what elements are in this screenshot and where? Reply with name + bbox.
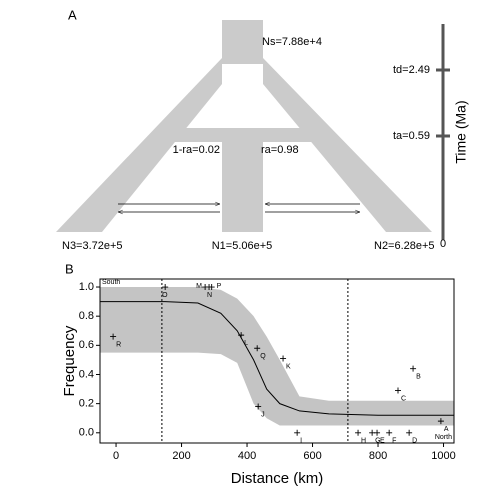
point-label: E xyxy=(380,438,385,445)
point xyxy=(437,418,444,425)
label: N1=5.06e+5 xyxy=(212,240,273,252)
point-label: J xyxy=(261,411,265,418)
x-tick-label: 1000 xyxy=(431,450,455,462)
label: ta=0.59 xyxy=(393,130,430,142)
label: ra=0.98 xyxy=(261,144,299,156)
point xyxy=(208,284,215,291)
y-tick-label: 0.8 xyxy=(79,310,94,322)
point xyxy=(374,429,381,436)
point xyxy=(162,284,169,291)
point-label: F xyxy=(392,438,396,445)
panel-label: A xyxy=(68,7,77,22)
y-tick-label: 1.0 xyxy=(79,281,94,293)
left-branch xyxy=(56,58,222,232)
middle-branch xyxy=(222,128,263,232)
time-axis xyxy=(436,24,450,240)
point-label: H xyxy=(361,438,366,445)
point xyxy=(255,403,262,410)
point xyxy=(254,345,261,352)
plot-frame xyxy=(99,278,455,444)
point-label: O xyxy=(162,292,168,299)
annotation: South xyxy=(102,279,120,286)
point-label: L xyxy=(244,340,248,347)
confidence-band xyxy=(100,287,454,426)
y-tick-label: 0.0 xyxy=(79,427,94,439)
point-label: C xyxy=(401,395,406,402)
point-label: P xyxy=(217,283,222,290)
point-label: D xyxy=(412,438,417,445)
x-tick-label: 600 xyxy=(303,450,321,462)
label: td=2.49 xyxy=(393,64,430,76)
migration-arrows xyxy=(118,204,360,212)
right-branch xyxy=(263,58,432,232)
label: 0 xyxy=(440,238,446,250)
annotation: North xyxy=(435,434,452,441)
point-label: M xyxy=(196,283,202,290)
x-tick-label: 0 xyxy=(113,450,119,462)
point-label: R xyxy=(116,341,121,348)
x-tick-label: 400 xyxy=(238,450,256,462)
point xyxy=(238,332,245,339)
ancestral-branch xyxy=(222,20,263,64)
point xyxy=(355,429,362,436)
y-tick-label: 0.6 xyxy=(79,339,94,351)
label: Ns=7.88e+4 xyxy=(262,36,322,48)
point xyxy=(280,355,287,362)
point-label: A xyxy=(444,426,449,433)
label: N2=6.28e+5 xyxy=(374,240,435,252)
plot: 0 200 400 600 800 1000 0.0 0.2 0.4 0.6 0.8 1.0 Dista… xyxy=(61,278,456,487)
axis-label: Time (Ma) xyxy=(453,100,469,163)
diagram xyxy=(56,20,432,232)
point xyxy=(110,333,117,340)
point-label: Q xyxy=(260,353,266,360)
x-tick-label: 800 xyxy=(369,450,387,462)
point-label: K xyxy=(286,363,291,370)
label: N3=3.72e+5 xyxy=(62,240,123,252)
label: 1-ra=0.02 xyxy=(173,144,220,156)
point-label: G xyxy=(375,438,380,445)
y-tick-label: 0.2 xyxy=(79,398,94,410)
x-tick-label: 200 xyxy=(172,450,190,462)
point-label: B xyxy=(416,373,421,380)
cline-curve xyxy=(100,301,454,416)
point-label: N xyxy=(207,292,212,299)
y-axis-label: Frequency xyxy=(61,325,78,396)
point xyxy=(386,429,393,436)
point xyxy=(294,429,301,436)
panel-label: B xyxy=(65,261,74,276)
point xyxy=(406,429,413,436)
point-label: I xyxy=(300,438,302,445)
point xyxy=(395,387,402,394)
x-axis-label: Distance (km) xyxy=(231,470,324,487)
point xyxy=(410,365,417,372)
y-tick-label: 0.4 xyxy=(79,368,94,380)
